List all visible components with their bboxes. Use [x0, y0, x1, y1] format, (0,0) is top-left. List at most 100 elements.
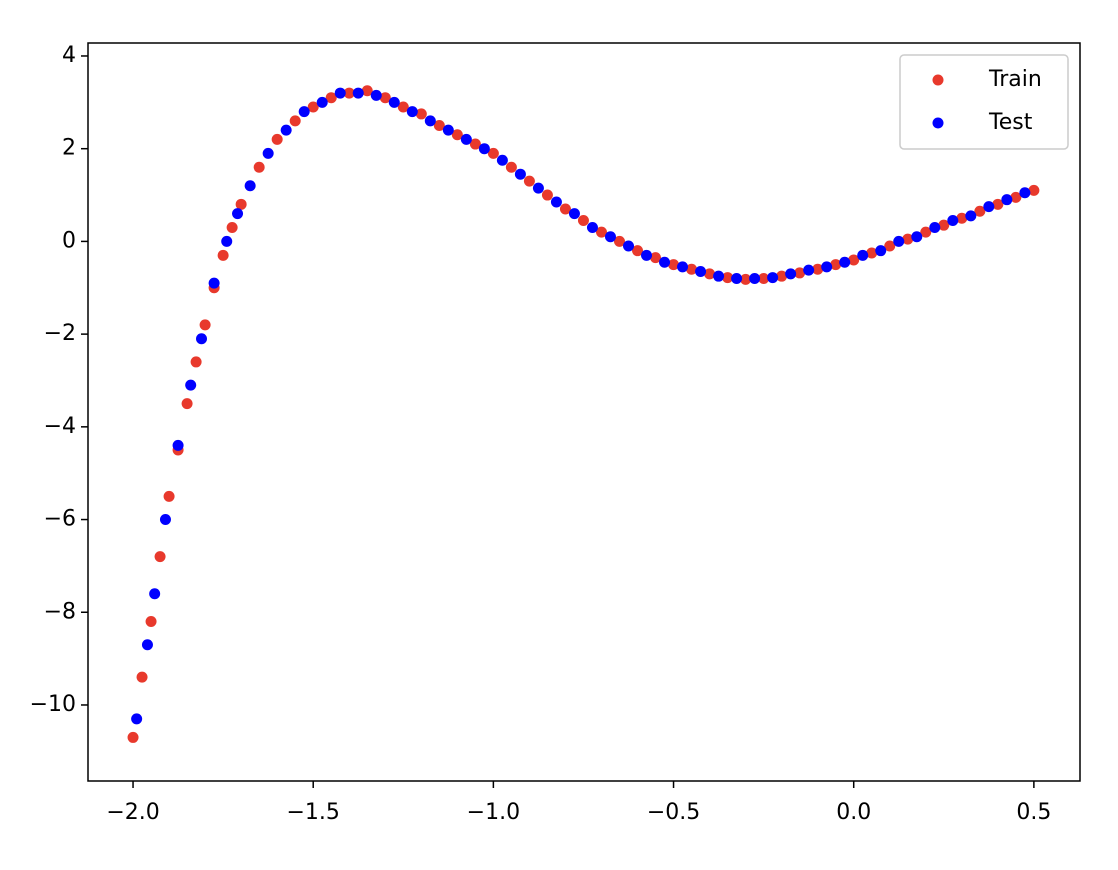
point — [893, 235, 905, 247]
point — [136, 671, 148, 683]
point — [668, 259, 680, 271]
point — [983, 201, 995, 213]
point — [604, 231, 616, 243]
point — [839, 256, 851, 268]
x-tick-label: −0.5 — [647, 800, 700, 825]
point — [196, 333, 208, 345]
point — [722, 272, 734, 284]
point — [875, 245, 887, 257]
point — [190, 356, 202, 368]
point — [379, 92, 391, 104]
point — [307, 101, 319, 113]
point — [884, 240, 896, 252]
point — [316, 96, 328, 108]
point — [1019, 187, 1031, 199]
legend-label: Train — [988, 67, 1042, 92]
point — [460, 133, 472, 145]
point — [221, 235, 233, 247]
point — [159, 514, 171, 526]
point — [1028, 184, 1040, 196]
point — [920, 226, 932, 238]
point — [141, 639, 153, 651]
point — [289, 115, 301, 127]
point — [785, 268, 797, 280]
series — [131, 87, 1031, 725]
point — [559, 203, 571, 215]
point — [343, 87, 355, 99]
y-tick-label: −10 — [30, 692, 76, 717]
point — [857, 249, 869, 261]
point — [830, 259, 842, 271]
point — [659, 256, 671, 268]
y-tick-label: 2 — [62, 136, 76, 161]
point — [776, 270, 788, 282]
point — [244, 180, 256, 192]
point — [388, 96, 400, 108]
point — [232, 208, 244, 220]
point — [613, 235, 625, 247]
y-tick-label: 0 — [62, 228, 76, 253]
point — [185, 379, 197, 391]
point — [397, 101, 409, 113]
point — [352, 87, 364, 99]
x-tick-label: 0.5 — [1016, 800, 1051, 825]
point — [163, 490, 175, 502]
point — [131, 713, 143, 725]
point — [253, 161, 265, 173]
point — [235, 198, 247, 210]
point — [226, 222, 238, 233]
x-tick-label: 0.0 — [836, 800, 871, 825]
point — [361, 85, 373, 97]
series — [127, 85, 1040, 743]
point — [334, 87, 346, 99]
point — [505, 161, 517, 173]
point — [713, 270, 725, 282]
point — [902, 233, 914, 245]
point — [749, 272, 761, 284]
point — [154, 551, 166, 563]
y-tick-label: 4 — [62, 43, 76, 68]
point — [938, 219, 950, 231]
point — [767, 272, 779, 284]
point — [1010, 191, 1022, 203]
point — [325, 92, 337, 104]
point — [947, 215, 959, 227]
point — [541, 189, 553, 201]
point — [262, 147, 274, 159]
point — [586, 222, 598, 233]
point — [821, 261, 833, 273]
legend-marker — [932, 117, 944, 129]
point — [433, 120, 445, 132]
point — [172, 439, 184, 451]
point — [704, 268, 716, 280]
point — [803, 264, 815, 276]
point — [568, 208, 580, 220]
point — [686, 263, 698, 275]
point — [127, 731, 139, 743]
point — [424, 115, 436, 127]
legend-marker — [932, 74, 944, 86]
point — [523, 175, 535, 187]
y-tick-label: −6 — [44, 507, 76, 532]
point — [965, 210, 977, 222]
point — [208, 277, 220, 289]
point — [199, 319, 211, 331]
point — [145, 616, 157, 628]
point — [487, 147, 499, 159]
point — [181, 398, 193, 410]
point — [595, 226, 607, 238]
point — [496, 154, 508, 166]
point — [514, 168, 526, 180]
point — [695, 266, 707, 278]
point — [848, 254, 860, 266]
point — [650, 252, 662, 264]
y-tick-label: −4 — [44, 414, 76, 439]
point — [442, 124, 454, 136]
point — [812, 263, 824, 275]
point — [550, 196, 562, 208]
y-tick-label: −8 — [44, 599, 76, 624]
plot-frame — [87, 42, 1081, 782]
x-tick-label: −2.0 — [106, 800, 159, 825]
point — [370, 89, 382, 101]
